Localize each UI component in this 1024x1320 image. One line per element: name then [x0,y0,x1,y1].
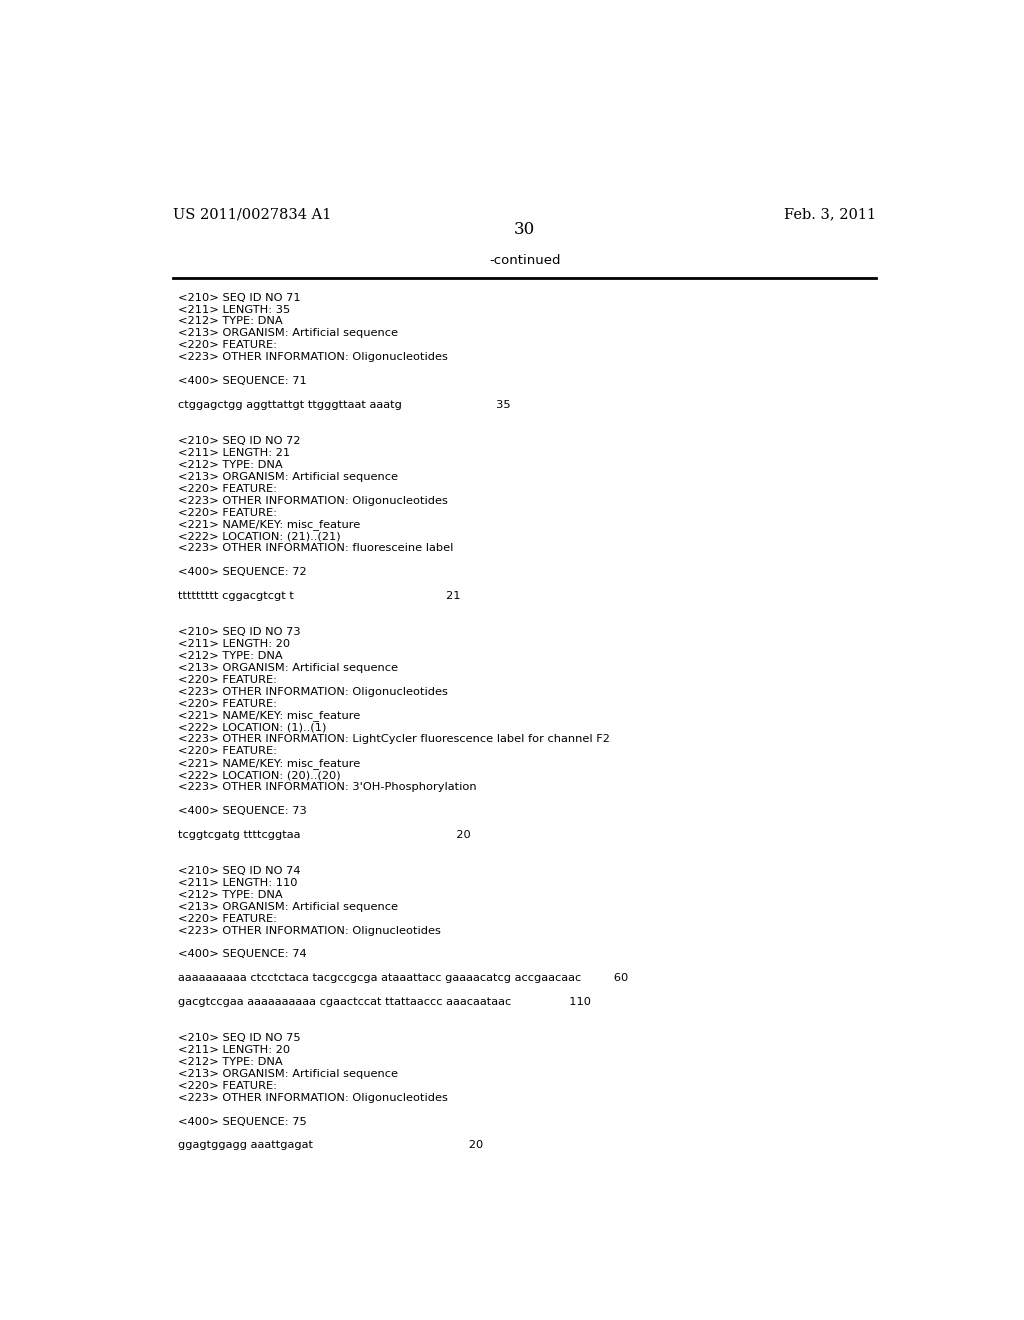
Text: <210> SEQ ID NO 74: <210> SEQ ID NO 74 [178,866,300,875]
Text: ttttttttt cggacgtcgt t                                          21: ttttttttt cggacgtcgt t 21 [178,591,461,601]
Text: <223> OTHER INFORMATION: Oligonucleotides: <223> OTHER INFORMATION: Oligonucleotide… [178,1093,447,1102]
Text: <220> FEATURE:: <220> FEATURE: [178,507,278,517]
Text: <223> OTHER INFORMATION: Oligonucleotides: <223> OTHER INFORMATION: Oligonucleotide… [178,495,447,506]
Text: US 2011/0027834 A1: US 2011/0027834 A1 [173,207,332,222]
Text: aaaaaaaaaa ctcctctaca tacgccgcga ataaattacc gaaaacatcg accgaacaac         60: aaaaaaaaaa ctcctctaca tacgccgcga ataaatt… [178,973,629,983]
Text: <213> ORGANISM: Artificial sequence: <213> ORGANISM: Artificial sequence [178,663,398,673]
Text: <223> OTHER INFORMATION: Oligonucleotides: <223> OTHER INFORMATION: Oligonucleotide… [178,352,447,362]
Text: <400> SEQUENCE: 75: <400> SEQUENCE: 75 [178,1117,307,1126]
Text: <211> LENGTH: 20: <211> LENGTH: 20 [178,1045,290,1055]
Text: <211> LENGTH: 21: <211> LENGTH: 21 [178,447,290,458]
Text: <212> TYPE: DNA: <212> TYPE: DNA [178,651,283,661]
Text: <400> SEQUENCE: 72: <400> SEQUENCE: 72 [178,568,306,577]
Text: ctggagctgg aggttattgt ttgggttaat aaatg                          35: ctggagctgg aggttattgt ttgggttaat aaatg 3… [178,400,511,411]
Text: <212> TYPE: DNA: <212> TYPE: DNA [178,890,283,900]
Text: <213> ORGANISM: Artificial sequence: <213> ORGANISM: Artificial sequence [178,1069,398,1078]
Text: <211> LENGTH: 110: <211> LENGTH: 110 [178,878,298,888]
Text: <221> NAME/KEY: misc_feature: <221> NAME/KEY: misc_feature [178,710,360,722]
Text: <221> NAME/KEY: misc_feature: <221> NAME/KEY: misc_feature [178,520,360,531]
Text: <212> TYPE: DNA: <212> TYPE: DNA [178,1057,283,1067]
Text: <210> SEQ ID NO 71: <210> SEQ ID NO 71 [178,293,301,302]
Text: <211> LENGTH: 20: <211> LENGTH: 20 [178,639,290,649]
Text: <400> SEQUENCE: 73: <400> SEQUENCE: 73 [178,807,307,816]
Text: <210> SEQ ID NO 75: <210> SEQ ID NO 75 [178,1034,301,1043]
Text: <221> NAME/KEY: misc_feature: <221> NAME/KEY: misc_feature [178,758,360,770]
Text: <222> LOCATION: (1)..(1): <222> LOCATION: (1)..(1) [178,722,327,733]
Text: <220> FEATURE:: <220> FEATURE: [178,913,278,924]
Text: gacgtccgaa aaaaaaaaaa cgaactccat ttattaaccc aaacaataac                110: gacgtccgaa aaaaaaaaaa cgaactccat ttattaa… [178,997,591,1007]
Text: <210> SEQ ID NO 73: <210> SEQ ID NO 73 [178,627,301,638]
Text: <222> LOCATION: (20)..(20): <222> LOCATION: (20)..(20) [178,771,341,780]
Text: <223> OTHER INFORMATION: fluoresceine label: <223> OTHER INFORMATION: fluoresceine la… [178,544,454,553]
Text: -continued: -continued [489,255,560,267]
Text: <213> ORGANISM: Artificial sequence: <213> ORGANISM: Artificial sequence [178,329,398,338]
Text: <211> LENGTH: 35: <211> LENGTH: 35 [178,305,290,314]
Text: <222> LOCATION: (21)..(21): <222> LOCATION: (21)..(21) [178,532,341,541]
Text: <400> SEQUENCE: 74: <400> SEQUENCE: 74 [178,949,306,960]
Text: <210> SEQ ID NO 72: <210> SEQ ID NO 72 [178,436,300,446]
Text: <213> ORGANISM: Artificial sequence: <213> ORGANISM: Artificial sequence [178,902,398,912]
Text: <220> FEATURE:: <220> FEATURE: [178,1081,278,1090]
Text: <400> SEQUENCE: 71: <400> SEQUENCE: 71 [178,376,307,387]
Text: <220> FEATURE:: <220> FEATURE: [178,341,278,350]
Text: <223> OTHER INFORMATION: Olignucleotides: <223> OTHER INFORMATION: Olignucleotides [178,925,441,936]
Text: <223> OTHER INFORMATION: 3'OH-Phosphorylation: <223> OTHER INFORMATION: 3'OH-Phosphoryl… [178,783,476,792]
Text: <220> FEATURE:: <220> FEATURE: [178,483,278,494]
Text: <223> OTHER INFORMATION: LightCycler fluorescence label for channel F2: <223> OTHER INFORMATION: LightCycler flu… [178,734,610,744]
Text: <220> FEATURE:: <220> FEATURE: [178,746,278,756]
Text: 30: 30 [514,222,536,239]
Text: <212> TYPE: DNA: <212> TYPE: DNA [178,459,283,470]
Text: Feb. 3, 2011: Feb. 3, 2011 [784,207,877,222]
Text: tcggtcgatg ttttcggtaa                                           20: tcggtcgatg ttttcggtaa 20 [178,830,471,840]
Text: <223> OTHER INFORMATION: Oligonucleotides: <223> OTHER INFORMATION: Oligonucleotide… [178,686,447,697]
Text: <220> FEATURE:: <220> FEATURE: [178,675,278,685]
Text: <220> FEATURE:: <220> FEATURE: [178,698,278,709]
Text: <213> ORGANISM: Artificial sequence: <213> ORGANISM: Artificial sequence [178,471,398,482]
Text: ggagtggagg aaattgagat                                           20: ggagtggagg aaattgagat 20 [178,1140,483,1151]
Text: <212> TYPE: DNA: <212> TYPE: DNA [178,317,283,326]
